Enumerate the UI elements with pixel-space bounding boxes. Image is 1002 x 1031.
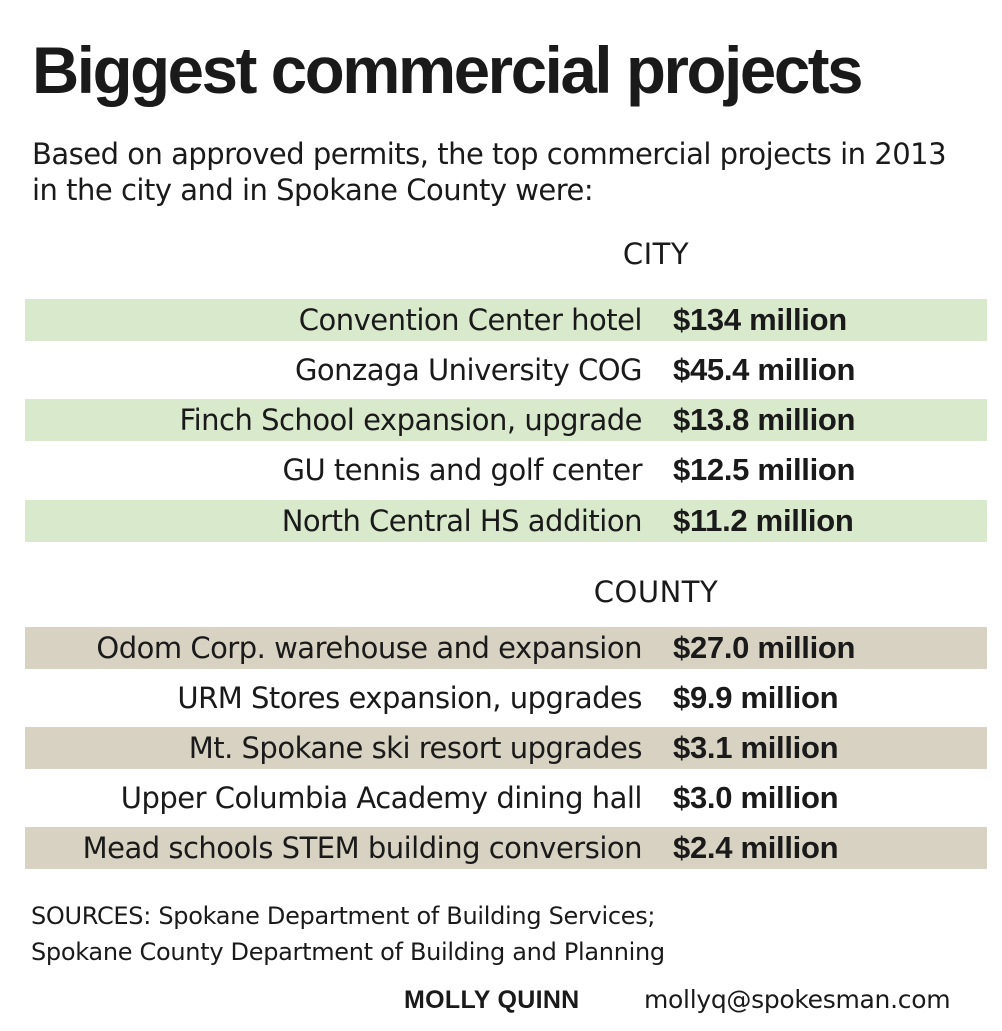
byline-name: MOLLY QUINN [404,986,580,1014]
byline-email: mollyq@spokesman.com [644,985,951,1014]
sources-line: Spokane County Department of Building an… [31,938,665,966]
sources-note: SOURCES: Spokane Department of Building … [31,898,971,970]
table-row: Gonzaga University COG $45.4 million [25,349,987,391]
project-value: $11.2 million [673,503,854,538]
project-label: Mead schools STEM building conversion [82,831,643,865]
project-value: $13.8 million [673,402,856,437]
table-row: North Central HS addition $11.2 million [25,500,987,542]
project-label: URM Stores expansion, upgrades [177,681,642,715]
table-row: URM Stores expansion, upgrades $9.9 mill… [25,677,987,719]
table-row: Upper Columbia Academy dining hall $3.0 … [25,777,987,819]
project-value: $3.1 million [673,730,839,765]
chart-title: Biggest commercial projects [32,33,864,107]
project-value: $12.5 million [673,452,856,487]
project-value: $134 million [673,302,847,337]
project-label: Upper Columbia Academy dining hall [120,781,643,815]
table-row: Finch School expansion, upgrade $13.8 mi… [25,399,987,441]
section-heading-city: CITY [622,237,690,271]
project-value: $3.0 million [673,780,839,815]
table-row: Convention Center hotel $134 million [25,299,987,341]
table-row: Mt. Spokane ski resort upgrades $3.1 mil… [25,727,987,769]
project-label: Convention Center hotel [298,303,643,337]
section-heading-county: COUNTY [593,575,719,609]
project-label: Mt. Spokane ski resort upgrades [188,731,643,765]
project-value: $9.9 million [673,680,839,715]
table-row: GU tennis and golf center $12.5 million [25,449,987,491]
project-label: North Central HS addition [281,504,643,538]
project-value: $45.4 million [673,352,856,387]
project-label: GU tennis and golf center [282,453,643,487]
intro-text: Based on approved permits, the top comme… [32,137,947,207]
table-row: Mead schools STEM building conversion $2… [25,827,987,869]
sources-line: SOURCES: Spokane Department of Building … [31,902,656,930]
project-label: Gonzaga University COG [294,353,643,387]
project-label: Finch School expansion, upgrade [179,403,643,437]
project-value: $27.0 million [673,630,856,665]
table-row: Odom Corp. warehouse and expansion $27.0… [25,627,987,669]
project-value: $2.4 million [673,830,839,865]
project-label: Odom Corp. warehouse and expansion [96,631,642,665]
